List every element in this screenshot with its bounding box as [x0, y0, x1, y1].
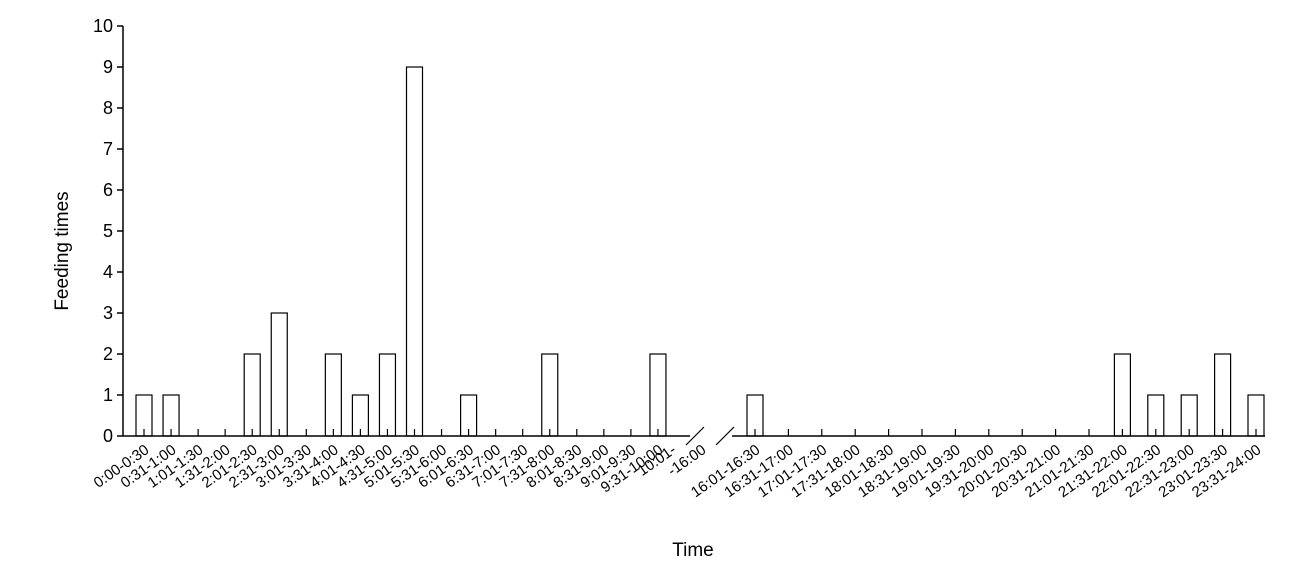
bar [1113, 353, 1132, 437]
y-tick-label: 6 [103, 180, 113, 200]
bar [405, 66, 424, 437]
y-tick-label: 9 [103, 57, 113, 77]
y-tick-label: 10 [93, 16, 113, 36]
bar [649, 353, 667, 437]
bar [324, 353, 342, 437]
y-axis: 0 1 2 3 4 5 6 7 8 9 10 [93, 16, 124, 446]
y-tick-label: 4 [103, 262, 113, 282]
bar [243, 353, 261, 437]
bars-layer [135, 66, 1265, 437]
y-tick-label: 2 [103, 344, 113, 364]
x-axis-title: Time [672, 540, 714, 561]
x-axis: 0:00-0:300:31-1:001:01-1:301:31-2:002:01… [91, 426, 1265, 501]
y-tick-label: 7 [103, 139, 113, 159]
y-tick-label: 5 [103, 221, 113, 241]
y-tick-label: 1 [103, 385, 113, 405]
bar [270, 312, 288, 437]
y-tick-label: 3 [103, 303, 113, 323]
bar [378, 353, 397, 437]
bar [1213, 353, 1232, 437]
bar [541, 353, 559, 437]
axis-break-mark [715, 426, 735, 446]
y-tick-label: 0 [103, 426, 113, 446]
y-tick-label: 8 [103, 98, 113, 118]
y-axis-title: Feeding times [52, 191, 73, 310]
axis-break-mark [685, 426, 705, 446]
